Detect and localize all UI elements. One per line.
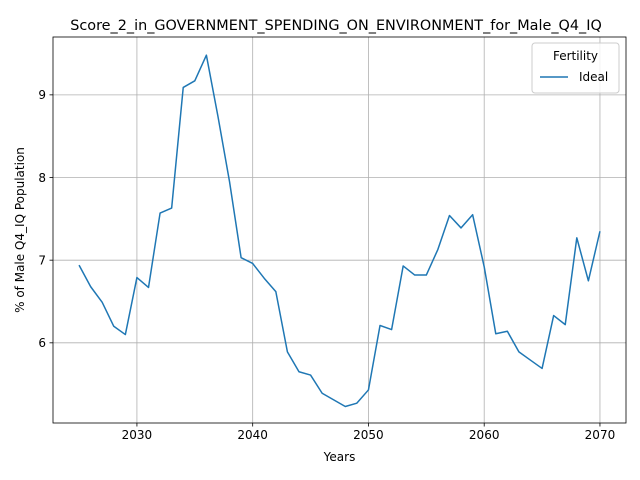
y-tick-label: 8	[38, 171, 46, 185]
legend: Fertility Ideal	[531, 42, 620, 94]
y-axis-label: % of Male Q4_IQ Population	[13, 147, 27, 313]
x-axis-label: Years	[323, 450, 356, 464]
x-axis: 2030 2040 2050 2060 2070	[122, 423, 616, 442]
x-tick-label: 2030	[122, 428, 153, 442]
y-tick-label: 6	[38, 336, 46, 350]
x-tick-label: 2050	[353, 428, 384, 442]
x-tick-label: 2060	[469, 428, 500, 442]
y-axis: 6 7 8 9	[38, 88, 53, 350]
legend-entry-ideal: Ideal	[579, 70, 608, 84]
plot-area-frame	[52, 36, 627, 424]
chart-title: Score_2_in_GOVERNMENT_SPENDING_ON_ENVIRO…	[70, 18, 602, 34]
legend-title: Fertility	[553, 49, 598, 63]
legend-box	[531, 42, 620, 94]
grid	[53, 37, 626, 423]
x-tick-label: 2040	[237, 428, 268, 442]
series-line-ideal	[78, 54, 601, 408]
y-tick-label: 9	[38, 88, 46, 102]
series-layer	[78, 54, 601, 408]
x-tick-label: 2070	[585, 428, 616, 442]
y-tick-label: 7	[38, 253, 46, 267]
